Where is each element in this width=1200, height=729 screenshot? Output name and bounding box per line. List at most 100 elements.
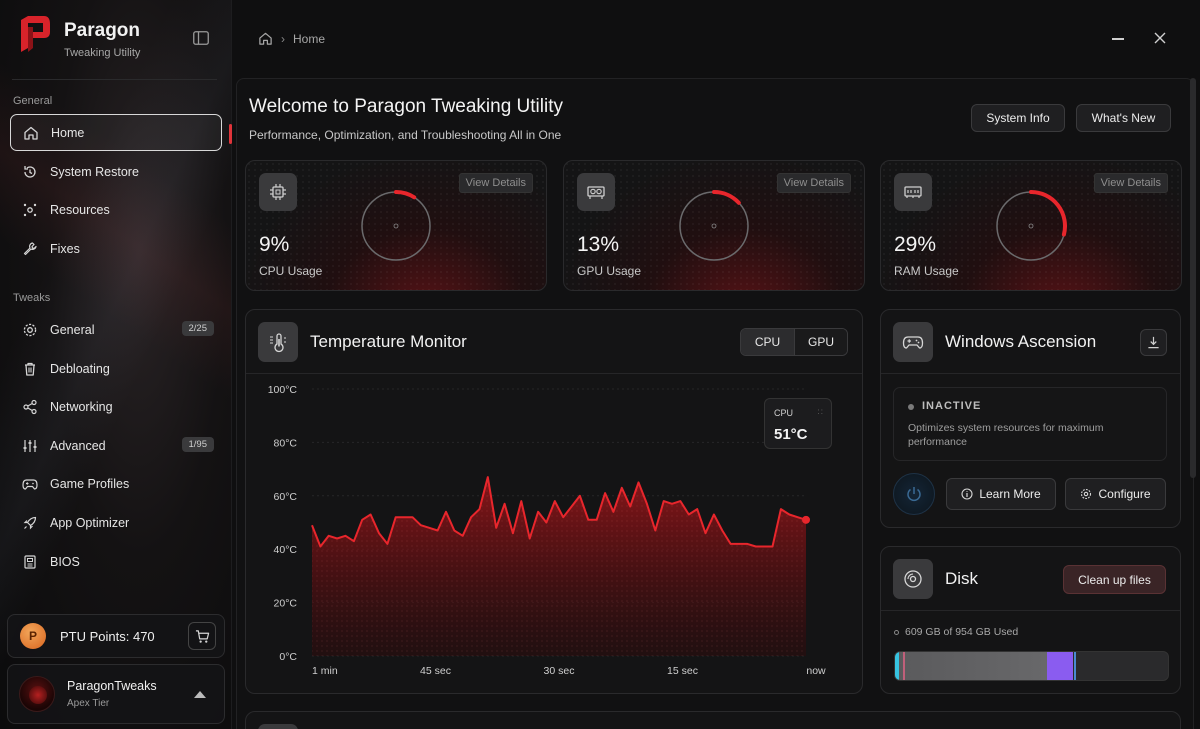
sidebar-item-label: General (50, 322, 95, 337)
sidebar-item-game-profiles[interactable]: Game Profiles (10, 465, 222, 502)
cpu-usage-value: 9% (259, 233, 290, 256)
ascension-title: Windows Ascension (945, 332, 1097, 351)
power-toggle-button[interactable] (893, 473, 935, 515)
ascension-status: INACTIVE Optimizes system resources for … (893, 387, 1167, 461)
cpu-icon (259, 173, 297, 211)
tooltip-label: CPU (774, 408, 794, 418)
sidebar-item-home[interactable]: Home (10, 114, 222, 151)
ascension-header: Windows Ascension (881, 310, 1180, 374)
ring-center-dot (1028, 223, 1034, 229)
sidebar-divider (12, 79, 217, 80)
cpu-usage-label: CPU Usage (259, 264, 323, 278)
scrollbar[interactable] (1190, 78, 1196, 478)
resources-icon (23, 203, 37, 216)
y-tick-label: 60°C (274, 491, 298, 503)
sidebar-item-advanced[interactable]: Advanced 1/95 (10, 427, 222, 464)
temperature-source-toggle: CPU GPU (740, 328, 848, 356)
configure-button[interactable]: Configure (1065, 478, 1166, 510)
section-icon (258, 724, 298, 729)
home-icon[interactable] (258, 31, 273, 46)
sidebar-item-label: Networking (50, 399, 113, 414)
ram-view-details-button[interactable]: View Details (1093, 173, 1168, 193)
brand: Paragon Tweaking Utility (18, 14, 140, 59)
thermometer-icon (258, 322, 298, 362)
chart-tooltip: CPU :: 51°C (764, 398, 832, 449)
ram-usage-value: 29% (894, 233, 937, 256)
dot-icon (894, 629, 899, 635)
x-tick-label: 15 sec (667, 665, 698, 677)
ring-progress (712, 190, 741, 205)
sidebar-item-resources[interactable]: Resources (10, 191, 222, 228)
main-area: › Home Welcome to Paragon Tweaking Utili… (232, 0, 1200, 729)
ram-usage-ring (996, 190, 1067, 261)
learn-more-label: Learn More (979, 487, 1041, 501)
download-button[interactable] (1140, 329, 1167, 356)
temperature-title: Temperature Monitor (310, 332, 467, 351)
cpu-view-details-button[interactable]: View Details (458, 173, 533, 193)
x-tick-label: 45 sec (420, 665, 451, 677)
drag-handle-icon[interactable]: :: (817, 407, 824, 416)
disk-segment-system (895, 652, 899, 680)
gamepad-icon (893, 322, 933, 362)
brand-subtitle: Tweaking Utility (64, 47, 141, 59)
y-tick-label: 0°C (279, 651, 297, 663)
ring-center-dot (711, 223, 717, 229)
ram-usage-label: RAM Usage (894, 264, 959, 278)
disk-usage-bar (894, 651, 1169, 681)
sidebar-toggle-icon[interactable] (193, 31, 209, 45)
sidebar-item-general[interactable]: General 2/25 (10, 311, 222, 348)
sidebar-item-label: Debloating (50, 361, 110, 376)
current-point (802, 515, 810, 524)
disk-usage-text: 609 GB of 954 GB Used (905, 626, 1019, 638)
toggle-gpu[interactable]: GPU (794, 329, 847, 355)
temperature-chart: 100°C 80°C 60°C 40°C 20°C 0°C 1 min 45 sec 30 se… (268, 384, 826, 677)
sidebar-item-system-restore[interactable]: System Restore (10, 153, 222, 190)
sidebar-item-debloating[interactable]: Debloating (10, 350, 222, 387)
gpu-usage-card: View Details 13% GPU Usage (563, 160, 865, 291)
learn-more-button[interactable]: Learn More (946, 478, 1056, 510)
sidebar-item-label: BIOS (50, 554, 80, 569)
gpu-usage-ring (679, 190, 749, 261)
minimize-button[interactable] (1112, 38, 1124, 40)
clean-up-files-button[interactable]: Clean up files (1063, 565, 1166, 594)
disk-segment-apps (903, 652, 905, 680)
y-tick-label: 40°C (274, 544, 298, 556)
x-tick-label: now (806, 665, 826, 677)
status-dot (908, 404, 914, 410)
sidebar-item-label: Advanced (50, 438, 106, 453)
sidebar-item-networking[interactable]: Networking (10, 388, 222, 425)
title-bar: › Home (232, 0, 1200, 78)
ring-progress (1029, 190, 1067, 237)
caret-up-icon[interactable] (194, 691, 206, 698)
breadcrumb-current: Home (293, 31, 326, 46)
chip-icon (24, 554, 36, 569)
power-icon (907, 487, 921, 502)
section-label-general: General (13, 95, 53, 107)
user-profile[interactable]: ParagonTweaks Apex Tier (7, 664, 225, 724)
sidebar-item-bios[interactable]: BIOS (10, 543, 222, 580)
disk-title: Disk (945, 569, 979, 588)
whats-new-button[interactable]: What's New (1076, 104, 1171, 132)
toggle-cpu[interactable]: CPU (741, 329, 794, 355)
gpu-usage-value: 13% (577, 233, 620, 256)
close-icon[interactable] (1153, 31, 1167, 45)
ptu-points-label: PTU Points: 470 (60, 628, 155, 644)
tweak-count-badge: 2/25 (181, 321, 214, 336)
ring-track (361, 191, 431, 261)
restore-icon (24, 165, 36, 178)
cpu-usage-ring (361, 190, 431, 261)
disk-usage-row: 609 GB of 954 GB Used (894, 626, 1018, 638)
sidebar-item-label: Fixes (50, 241, 80, 256)
wrench-icon (23, 241, 37, 255)
sidebar-item-fixes[interactable]: Fixes (10, 230, 222, 267)
brand-title: Paragon (64, 20, 141, 41)
disk-header: Disk Clean up files (881, 547, 1180, 611)
sidebar-item-app-optimizer[interactable]: App Optimizer (10, 504, 222, 541)
gpu-view-details-button[interactable]: View Details (776, 173, 851, 193)
store-button[interactable] (188, 622, 216, 650)
system-info-button[interactable]: System Info (971, 104, 1065, 132)
cpu-usage-card: View Details 9% CPU Usage (245, 160, 547, 291)
page-title: Welcome to Paragon Tweaking Utility (249, 96, 564, 117)
sliders-icon (23, 439, 37, 452)
disk-segment-other (1074, 652, 1076, 680)
